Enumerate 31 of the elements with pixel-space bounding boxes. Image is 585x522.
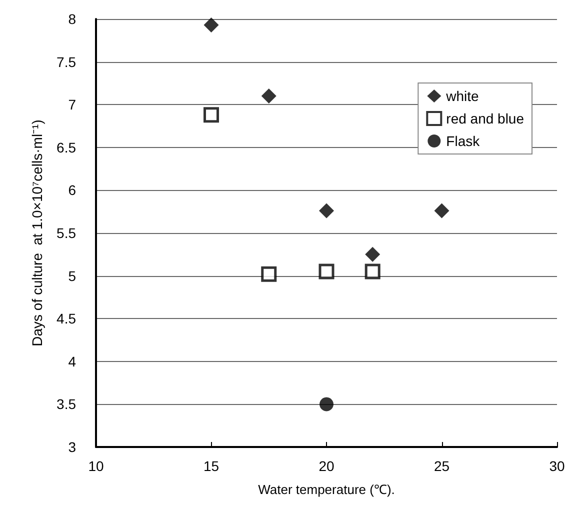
x-tick-label: 30 <box>549 458 565 474</box>
y-tick-label: 8 <box>68 11 76 27</box>
x-tick-label: 20 <box>318 458 334 474</box>
legend-label: red and blue <box>446 110 524 126</box>
point <box>434 203 450 218</box>
point <box>365 246 380 262</box>
y-tick-label: 5.5 <box>56 225 76 241</box>
y-tick-label: 4.5 <box>56 310 76 327</box>
y-axis-title: Days of culture at 1.0×10⁷cells·ml⁻¹) <box>29 120 45 346</box>
point <box>204 17 219 32</box>
point <box>261 266 277 282</box>
y-tick-label: 3 <box>68 439 76 455</box>
point <box>364 264 380 280</box>
point <box>320 397 334 412</box>
legend-label: Flask <box>446 133 481 149</box>
point <box>204 107 219 123</box>
y-tick-label: 6.5 <box>56 139 76 156</box>
point <box>318 264 334 280</box>
point <box>261 88 276 104</box>
point <box>319 203 334 218</box>
y-tick-label: 7 <box>68 96 76 113</box>
x-tick-label: 10 <box>88 458 104 474</box>
y-tick-label: 4 <box>68 353 76 370</box>
x-tick-label: 15 <box>203 458 220 474</box>
y-tick-label: 5 <box>68 268 76 284</box>
y-tick-label: 6 <box>68 182 76 198</box>
x-axis-title: Water temperature (℃). <box>258 482 395 497</box>
x-tick-label: 25 <box>434 458 450 474</box>
y-tick-label: 3.5 <box>56 396 76 412</box>
legend-label: white <box>445 88 480 104</box>
y-tick-label: 7.5 <box>56 54 76 70</box>
